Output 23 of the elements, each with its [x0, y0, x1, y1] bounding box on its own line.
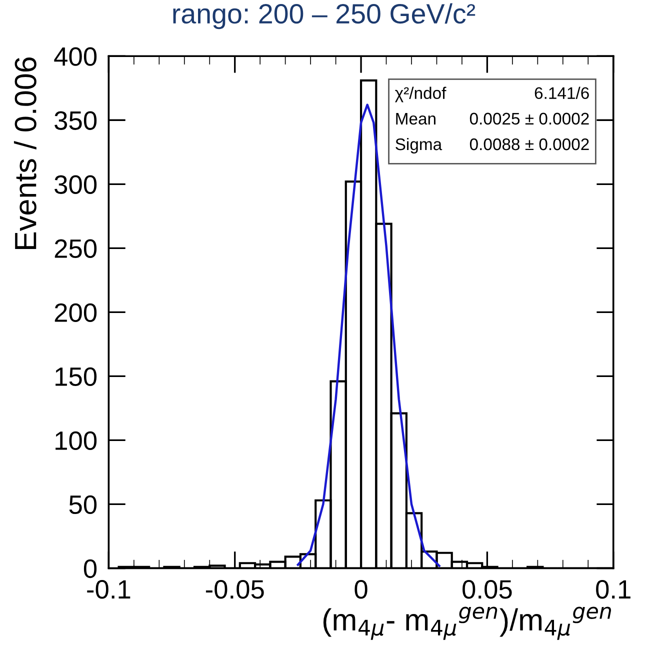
y-tick-label: 0: [84, 559, 97, 578]
annotation: 0.0025 ± 0.0002: [470, 112, 589, 125]
y-tick-label: 100: [56, 431, 97, 450]
x-axis-title: (m$_{4μ}$- m$_{4μ}$$^{gen}$)/m$_{4μ}$$^{gen}$: [323, 606, 611, 640]
y-tick-label: 350: [54, 111, 97, 130]
annotation: 0.0088 ± 0.0002: [470, 138, 589, 150]
x-tick-label: 0: [354, 580, 368, 599]
y-tick-label: 50: [69, 495, 97, 514]
y-tick-label: 150: [56, 367, 97, 386]
annotation: Sigma: [396, 138, 442, 154]
x-tick-label: -0.1: [87, 580, 130, 599]
annotation: Mean: [396, 112, 436, 125]
y-tick-label: 200: [54, 303, 97, 322]
y-tick-label: 300: [54, 175, 97, 194]
x-tick-label: 0.05: [462, 580, 512, 599]
y-tick-label: 400: [54, 47, 97, 66]
x-tick-label: 0.1: [596, 580, 630, 599]
annotation: χ²/ndof: [395, 86, 446, 102]
annotation: 6.141/6: [534, 86, 589, 99]
chart-title: rango: 200 – 250 GeV/c²: [173, 3, 476, 30]
x-tick-label: -0.05: [206, 580, 264, 599]
y-tick-label: 250: [54, 239, 97, 258]
y-axis-title: Events / 0.006: [14, 57, 36, 249]
